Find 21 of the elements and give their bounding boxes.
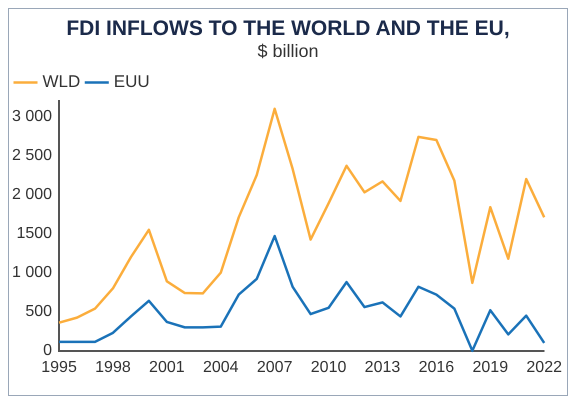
- y-tick-label: 500: [25, 303, 52, 320]
- x-tick-label: 2004: [202, 358, 239, 376]
- x-tick-label: 2001: [149, 358, 185, 376]
- legend-label: EUU: [114, 72, 150, 92]
- x-tick-label: 2013: [364, 358, 400, 376]
- x-tick-label: 1998: [95, 358, 131, 376]
- chart-title: FDI INFLOWS TO THE WORLD AND THE EU,: [65, 17, 511, 41]
- y-tick-label: 0: [43, 342, 52, 360]
- chart-subtitle: $ billion: [256, 41, 320, 62]
- y-tick-label: 2 500: [12, 147, 52, 164]
- y-tick-label: 2 000: [12, 186, 52, 204]
- x-tick-label: 2016: [418, 358, 454, 376]
- y-tick-label: 3 000: [12, 108, 52, 126]
- x-tick-label: 1995: [41, 358, 77, 376]
- legend-label: WLD: [42, 72, 80, 92]
- x-tick-label: 2007: [256, 358, 293, 376]
- x-tick-label: 2019: [472, 358, 508, 376]
- y-tick-label: 1 000: [12, 264, 52, 282]
- x-tick-label: 2010: [310, 358, 346, 376]
- x-tick-label: 2022: [526, 358, 562, 376]
- y-tick-label: 1500: [16, 225, 52, 242]
